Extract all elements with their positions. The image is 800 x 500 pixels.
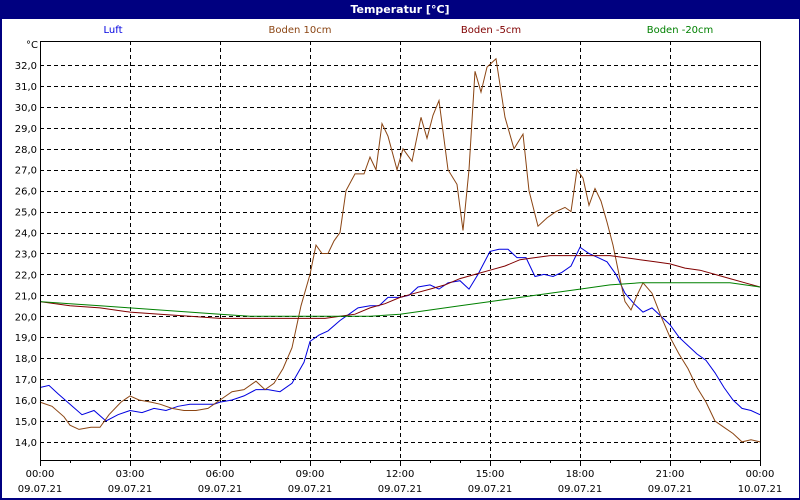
x-tick-date: 09.07.21: [288, 484, 333, 495]
y-tick-label: 27,0: [15, 166, 37, 177]
y-tick-label: 32,0: [15, 61, 37, 72]
series-luft: [39, 246, 761, 422]
y-axis-unit: °C: [26, 40, 38, 51]
x-tick-time: 06:00: [206, 469, 235, 480]
y-tick-label: 28,0: [15, 145, 37, 156]
x-axis-ticks: 00:00 09.07.21 03:00 09.07.21 06:00 09.07.21 0…: [18, 469, 783, 495]
x-tick-time: 03:00: [116, 469, 145, 480]
series-boden-20cm: [39, 282, 761, 317]
y-tick-label: 21,0: [15, 291, 37, 302]
y-tick-label: 31,0: [15, 82, 37, 93]
x-tick-date: 09.07.21: [198, 484, 243, 495]
x-tick-date: 09.07.21: [468, 484, 513, 495]
y-tick-label: 18,0: [15, 354, 37, 365]
x-tick-time: 12:00: [386, 469, 415, 480]
y-tick-label: 30,0: [15, 103, 37, 114]
x-tick-date: 10.07.21: [738, 484, 783, 495]
axes: [40, 41, 761, 466]
y-tick-label: 16,0: [15, 396, 37, 407]
grid-lines: [40, 41, 760, 460]
series-boden-10cm: [39, 57, 761, 443]
legend-item: Boden 10cm: [268, 25, 332, 36]
y-tick-label: 22,0: [15, 270, 37, 281]
y-tick-label: 17,0: [15, 375, 37, 386]
y-tick-label: 15,0: [15, 417, 37, 428]
x-tick-time: 15:00: [476, 469, 505, 480]
x-tick-time: 09:00: [296, 469, 325, 480]
y-tick-label: 26,0: [15, 187, 37, 198]
y-tick-label: 20,0: [15, 312, 37, 323]
x-tick-date: 09.07.21: [558, 484, 603, 495]
series-boden-5cm: [39, 255, 761, 319]
x-tick-time: 18:00: [566, 469, 595, 480]
y-tick-label: 29,0: [15, 124, 37, 135]
y-axis-ticks: 32,0 31,0 30,0 29,0 28,0 27,0 26,0 25,0 24,0 23,0…: [15, 61, 37, 449]
y-tick-label: 14,0: [15, 438, 37, 449]
legend-item: Luft: [103, 25, 123, 36]
chart-title: Temperatur [°C]: [0, 0, 800, 19]
x-tick-time: 21:00: [656, 469, 685, 480]
x-tick-time: 00:00: [746, 469, 775, 480]
x-tick-date: 09.07.21: [18, 484, 63, 495]
x-tick-date: 09.07.21: [648, 484, 693, 495]
x-tick-date: 09.07.21: [108, 484, 153, 495]
y-tick-label: 25,0: [15, 208, 37, 219]
series-lines: [39, 57, 761, 443]
legend-item: Boden -20cm: [646, 25, 714, 36]
x-tick-date: 09.07.21: [378, 484, 423, 495]
y-tick-label: 23,0: [15, 250, 37, 261]
x-tick-time: 00:00: [26, 469, 55, 480]
y-tick-label: 24,0: [15, 229, 37, 240]
y-tick-label: 19,0: [15, 333, 37, 344]
legend-item: Boden -5cm: [460, 25, 522, 36]
